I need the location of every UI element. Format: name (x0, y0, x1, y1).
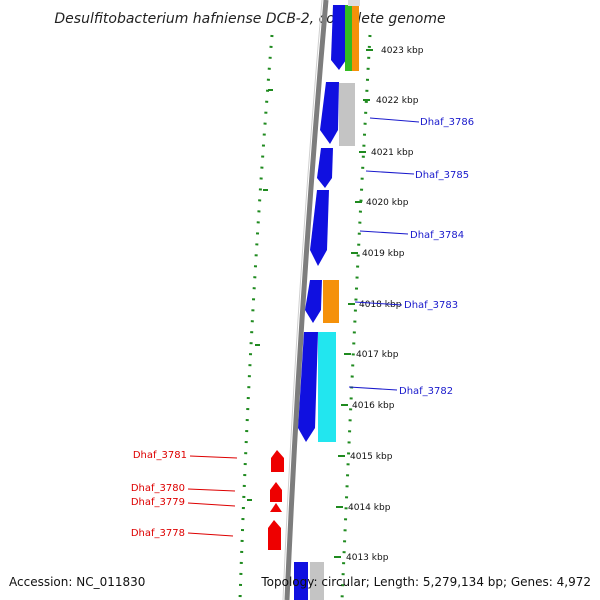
gene-dhaf-3778[interactable] (268, 520, 281, 550)
green-gene-top[interactable] (345, 5, 353, 71)
gene-dhaf-3783-orange[interactable] (323, 280, 339, 323)
label-dhaf-3780[interactable]: Dhaf_3780 (131, 483, 185, 494)
tick-label-4019: 4019 kbp (362, 249, 405, 259)
tick-label-4016: 4016 kbp (352, 401, 395, 411)
gene-dhaf-3781[interactable] (271, 450, 284, 472)
genome-backbone (284, 0, 329, 600)
kbp-ticks (334, 49, 373, 558)
orange-gene-top[interactable] (352, 5, 359, 71)
gene-dhaf-3786-blue[interactable] (320, 82, 339, 144)
label-dhaf-3783[interactable]: Dhaf_3783 (404, 300, 458, 311)
gray-gene-top-cap[interactable] (348, 0, 360, 6)
gene-dhaf-3785[interactable] (317, 148, 333, 188)
tick-label-4021: 4021 kbp (371, 148, 414, 158)
tick-label-4014: 4014 kbp (348, 503, 391, 513)
map-title: Desulfitobacterium hafniense DCB-2, comp… (54, 11, 445, 27)
tick-label-4015: 4015 kbp (350, 452, 393, 462)
label-dhaf-3786[interactable]: Dhaf_3786 (420, 117, 474, 128)
gene-dhaf-3786-gray[interactable] (339, 83, 355, 146)
gene-dhaf-3780[interactable] (270, 482, 282, 502)
backbone-shadow (282, 0, 323, 600)
tick-label-4018: 4018 kbp (359, 300, 402, 310)
blue-gene-bottom[interactable] (294, 562, 308, 600)
gene-dhaf-3782-blue[interactable] (298, 332, 318, 442)
gray-gene-bottom[interactable] (310, 562, 324, 600)
left-label-leaders (187, 455, 238, 537)
label-dhaf-3778[interactable]: Dhaf_3778 (131, 528, 185, 539)
inner-ring-ticks (247, 89, 273, 501)
label-dhaf-3779[interactable]: Dhaf_3779 (131, 497, 185, 508)
label-dhaf-3782[interactable]: Dhaf_3782 (399, 386, 453, 397)
accession-text: Accession: NC_011830 (9, 575, 145, 589)
gene-dhaf-3779[interactable] (270, 503, 282, 512)
tick-label-4020: 4020 kbp (366, 198, 409, 208)
label-dhaf-3784[interactable]: Dhaf_3784 (410, 230, 464, 241)
tick-label-4013: 4013 kbp (346, 553, 389, 563)
tick-label-4022: 4022 kbp (376, 96, 419, 106)
topology-text: Topology: circular; Length: 5,279,134 bp… (260, 575, 591, 589)
inner-dotted-ring (238, 34, 274, 600)
tick-label-4017: 4017 kbp (356, 350, 399, 360)
right-label-leaders (348, 117, 420, 391)
blue-gene-top[interactable] (331, 5, 347, 70)
gene-dhaf-3782-cyan[interactable] (318, 332, 336, 442)
tick-label-4023: 4023 kbp (381, 46, 424, 56)
gene-dhaf-3784[interactable] (310, 190, 329, 266)
label-dhaf-3781[interactable]: Dhaf_3781 (133, 450, 187, 461)
gene-dhaf-3783-blue[interactable] (305, 280, 322, 323)
label-dhaf-3785[interactable]: Dhaf_3785 (415, 170, 469, 181)
